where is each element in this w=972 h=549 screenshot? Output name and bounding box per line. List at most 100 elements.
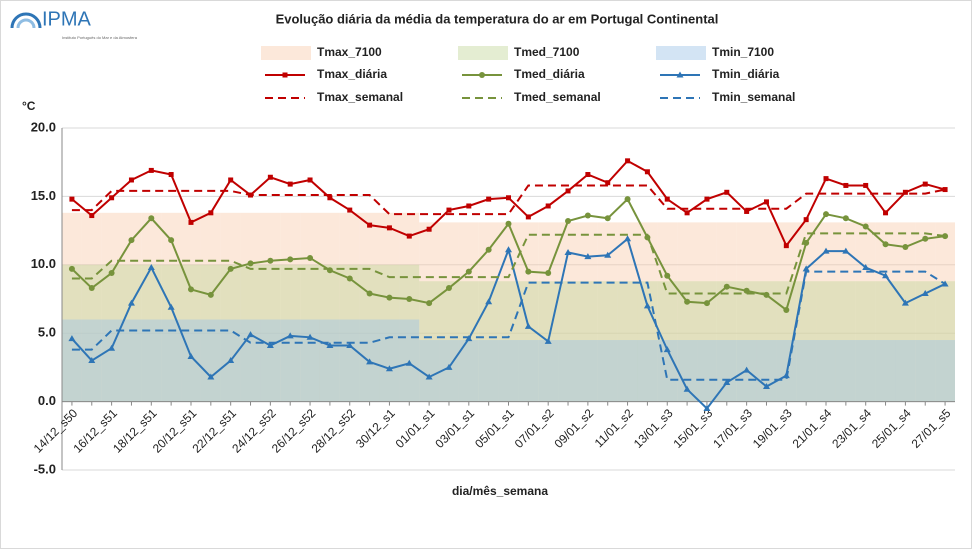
point — [327, 195, 333, 201]
point — [684, 210, 690, 216]
point — [783, 306, 790, 313]
point — [168, 172, 174, 178]
point — [525, 268, 532, 275]
point — [863, 182, 869, 188]
point — [207, 373, 215, 380]
point — [207, 291, 214, 298]
point — [724, 189, 730, 195]
normal-area — [379, 319, 400, 402]
normal-area — [855, 281, 876, 402]
normal-area — [101, 264, 122, 402]
point — [346, 275, 353, 282]
point — [524, 322, 532, 329]
normal-area — [855, 340, 876, 402]
point — [862, 223, 869, 230]
point — [902, 189, 908, 195]
point — [386, 225, 392, 231]
point — [902, 244, 909, 251]
point — [922, 181, 928, 187]
point — [486, 196, 492, 202]
normal-area — [478, 340, 499, 402]
point — [465, 268, 472, 275]
point — [445, 363, 453, 370]
point — [942, 233, 949, 240]
point — [664, 196, 670, 202]
point — [128, 177, 134, 183]
point — [267, 174, 273, 180]
point — [544, 337, 552, 344]
point — [109, 195, 115, 201]
point — [247, 260, 254, 267]
normal-area — [419, 222, 440, 402]
point — [426, 226, 432, 232]
point — [802, 265, 810, 272]
point — [108, 270, 115, 277]
normal-area — [339, 264, 360, 402]
normal-area — [835, 222, 856, 402]
y-tick-label: 15.0 — [31, 188, 56, 203]
normal-area — [538, 222, 559, 402]
normal-area — [181, 319, 201, 402]
normal-area — [716, 281, 737, 402]
normal-area — [319, 212, 340, 402]
weekly-line — [71, 270, 946, 381]
normal-area — [200, 319, 221, 402]
normal-area — [260, 264, 281, 402]
point — [743, 366, 751, 373]
point — [406, 233, 412, 239]
legend-label: Tmed_semanal — [514, 90, 601, 104]
point — [624, 196, 631, 203]
point — [921, 290, 929, 297]
normal-area — [62, 319, 82, 402]
normal-area — [260, 319, 281, 402]
point — [385, 365, 393, 372]
point — [306, 333, 314, 340]
point — [723, 283, 730, 290]
point — [247, 331, 255, 338]
legend-label: Tmin_semanal — [712, 90, 795, 104]
point — [346, 342, 354, 349]
normal-area — [458, 281, 479, 402]
point — [347, 207, 353, 213]
normal-area — [458, 340, 479, 402]
logo: IPMA Instituto Português do Mar e da Atm… — [10, 8, 138, 40]
normal-area — [776, 281, 797, 402]
point — [287, 181, 293, 187]
normal-area — [200, 264, 221, 402]
normal-area — [478, 222, 499, 402]
normal-area — [439, 222, 459, 402]
point — [505, 246, 512, 253]
point — [703, 404, 711, 411]
normal-area — [518, 281, 539, 402]
legend-label: Tmax_diária — [317, 67, 387, 81]
normal-area — [101, 319, 122, 402]
normal-area — [597, 340, 618, 402]
point — [307, 254, 314, 261]
normal-area — [399, 212, 420, 402]
point — [89, 213, 95, 219]
normal-area — [597, 222, 618, 402]
point — [684, 298, 691, 305]
normal-area — [498, 281, 519, 402]
normal-area — [756, 281, 777, 402]
logo-subtitle: Instituto Português do Mar e da Atmosfer… — [62, 35, 138, 40]
point — [505, 220, 512, 227]
normal-area — [181, 264, 201, 402]
normal-area — [101, 212, 122, 402]
point — [545, 203, 551, 209]
y-tick-label: 10.0 — [31, 256, 56, 271]
point — [703, 300, 710, 307]
point — [762, 383, 770, 390]
point — [644, 169, 650, 175]
normal-area — [677, 340, 698, 402]
normal-area — [62, 212, 82, 402]
point — [882, 272, 890, 279]
point — [108, 344, 116, 351]
normal-area — [716, 222, 737, 402]
point — [266, 342, 274, 349]
normal-area — [419, 281, 440, 402]
legend-marker — [479, 72, 485, 78]
point — [88, 285, 95, 292]
point — [228, 177, 234, 183]
